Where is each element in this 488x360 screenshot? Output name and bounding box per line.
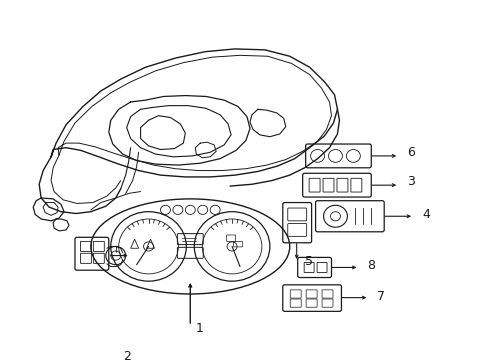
Text: 3: 3 — [406, 175, 414, 188]
Text: 2: 2 — [122, 350, 130, 360]
Text: 4: 4 — [421, 208, 429, 221]
Text: 8: 8 — [366, 259, 374, 272]
Text: 7: 7 — [376, 290, 385, 303]
Text: 5: 5 — [304, 256, 312, 269]
Text: 6: 6 — [406, 146, 414, 159]
Text: 1: 1 — [195, 322, 203, 335]
